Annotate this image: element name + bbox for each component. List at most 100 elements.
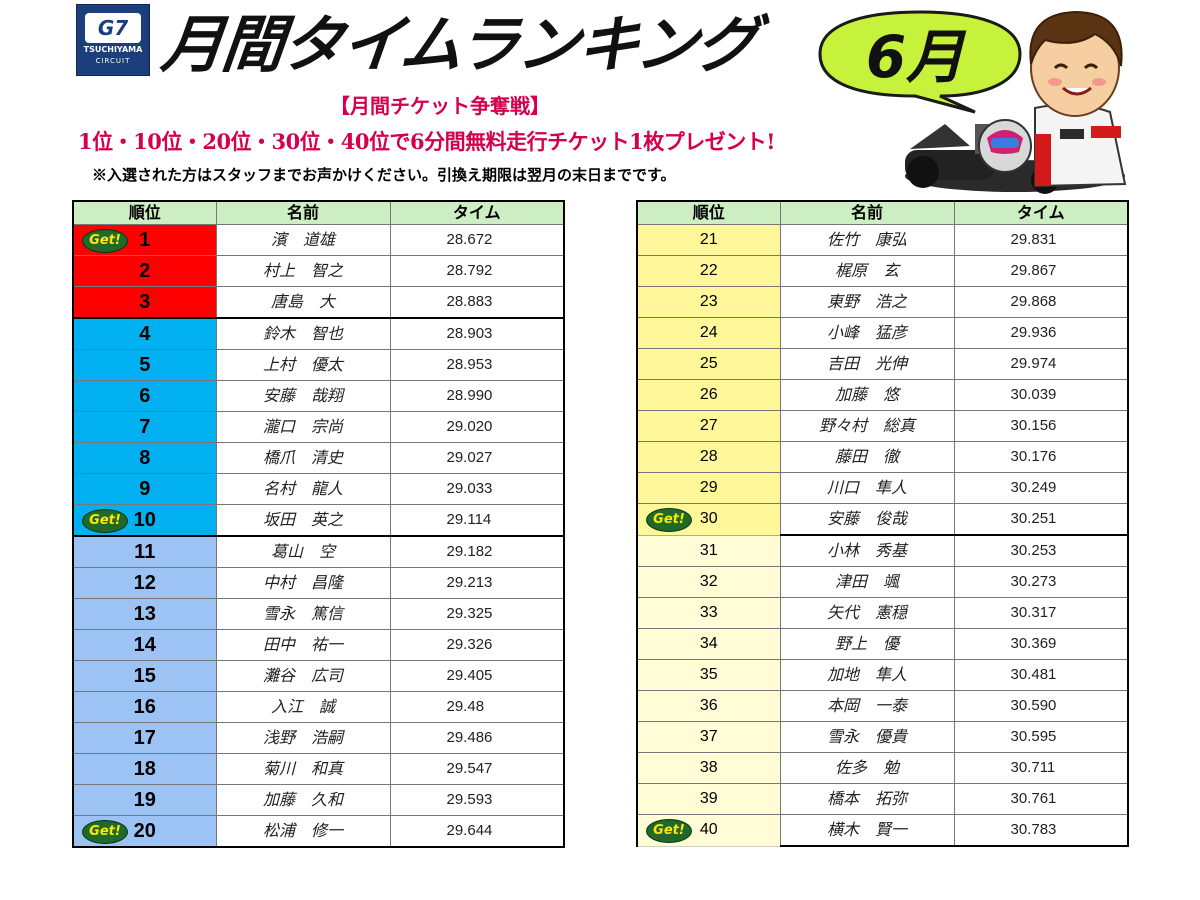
lap-time: 30.369 bbox=[953, 628, 1129, 660]
rank-number: 32 bbox=[699, 573, 718, 590]
rank-cell: Get! 1 bbox=[72, 224, 217, 256]
driver-name: 入江 誠 bbox=[215, 691, 391, 723]
driver-name: 梶原 玄 bbox=[779, 255, 955, 287]
rank-number: 30 bbox=[699, 510, 718, 528]
table-row: 38 佐多 勉 30.711 bbox=[636, 752, 1129, 784]
rank-cell: 32 bbox=[636, 566, 781, 598]
rank-number: 27 bbox=[699, 417, 718, 434]
rank-number: 36 bbox=[699, 697, 718, 714]
ranking-table-right: 順位 名前 タイム 21 佐竹 康弘 29.831 22 梶原 玄 29.867 23 東野 … bbox=[636, 200, 1129, 847]
lap-time: 29.48 bbox=[389, 691, 565, 723]
table-row: Get! 40 横木 賢一 30.783 bbox=[636, 814, 1129, 847]
rank-number: 23 bbox=[699, 293, 718, 310]
table-row: 8 橋爪 清史 29.027 bbox=[72, 442, 565, 474]
rank-cell: 22 bbox=[636, 255, 781, 287]
driver-name: 野々村 総真 bbox=[779, 410, 955, 442]
table-row: 39 橋本 拓弥 30.761 bbox=[636, 783, 1129, 815]
table-header-row: 順位 名前 タイム bbox=[636, 200, 1129, 225]
lap-time: 30.481 bbox=[953, 659, 1129, 691]
rank-number: 6 bbox=[139, 385, 151, 407]
table-row: 35 加地 隼人 30.481 bbox=[636, 659, 1129, 691]
get-badge-icon: Get! bbox=[82, 229, 128, 253]
table-row: 37 雪永 優貴 30.595 bbox=[636, 721, 1129, 753]
table-row: 22 梶原 玄 29.867 bbox=[636, 255, 1129, 287]
driver-name: 加藤 久和 bbox=[215, 784, 391, 816]
table-row: 12 中村 昌隆 29.213 bbox=[72, 567, 565, 599]
rank-cell: 27 bbox=[636, 410, 781, 442]
get-badge-icon: Get! bbox=[646, 508, 692, 532]
rank-cell: Get! 30 bbox=[636, 503, 781, 536]
lap-time: 29.326 bbox=[389, 629, 565, 661]
lap-time: 29.182 bbox=[389, 535, 565, 568]
table-row: 25 吉田 光伸 29.974 bbox=[636, 348, 1129, 380]
driver-name: 中村 昌隆 bbox=[215, 567, 391, 599]
rank-cell: 12 bbox=[72, 567, 217, 599]
rank-number: 37 bbox=[699, 728, 718, 745]
rank-cell: 25 bbox=[636, 348, 781, 380]
driver-name: 瀧口 宗尚 bbox=[215, 411, 391, 443]
lap-time: 30.317 bbox=[953, 597, 1129, 629]
rank-number: 13 bbox=[133, 603, 156, 625]
table-row: 6 安藤 哉翔 28.990 bbox=[72, 380, 565, 412]
rank-cell: 39 bbox=[636, 783, 781, 815]
lap-time: 29.831 bbox=[953, 224, 1129, 256]
lap-time: 30.251 bbox=[953, 503, 1129, 536]
driver-name: 藤田 徹 bbox=[779, 441, 955, 473]
get-badge-icon: Get! bbox=[82, 820, 128, 844]
rank-number: 20 bbox=[133, 820, 156, 842]
table-row: 28 藤田 徹 30.176 bbox=[636, 441, 1129, 473]
rank-cell: Get! 40 bbox=[636, 814, 781, 847]
table-row: 5 上村 優太 28.953 bbox=[72, 349, 565, 381]
driver-name: 鈴木 智也 bbox=[215, 317, 391, 350]
lap-time: 30.273 bbox=[953, 566, 1129, 598]
lap-time: 28.990 bbox=[389, 380, 565, 412]
lap-time: 28.672 bbox=[389, 224, 565, 256]
driver-name: 唐島 大 bbox=[215, 286, 391, 319]
lap-time: 28.883 bbox=[389, 286, 565, 319]
header-name: 名前 bbox=[215, 200, 391, 225]
rank-cell: 28 bbox=[636, 441, 781, 473]
table-row: 27 野々村 総真 30.156 bbox=[636, 410, 1129, 442]
rank-number: 8 bbox=[139, 447, 151, 469]
rank-cell: 5 bbox=[72, 349, 217, 381]
rank-number: 35 bbox=[699, 666, 718, 683]
rank-cell: 8 bbox=[72, 442, 217, 474]
rank-number: 18 bbox=[133, 758, 156, 780]
ranking-rows-right: 21 佐竹 康弘 29.831 22 梶原 玄 29.867 23 東野 浩之 29.868 24… bbox=[636, 224, 1129, 847]
rank-number: 5 bbox=[139, 354, 151, 376]
lap-time: 29.547 bbox=[389, 753, 565, 785]
rank-number: 22 bbox=[699, 262, 718, 279]
lap-time: 29.868 bbox=[953, 286, 1129, 318]
get-badge-icon: Get! bbox=[82, 509, 128, 533]
driver-name: 浅野 浩嗣 bbox=[215, 722, 391, 754]
table-row: Get! 1 濱 道雄 28.672 bbox=[72, 224, 565, 256]
driver-name: 濱 道雄 bbox=[215, 224, 391, 256]
campaign-title: 【月間チケット争奪戦】 bbox=[330, 94, 550, 118]
rank-number: 3 bbox=[139, 291, 151, 313]
rank-cell: 3 bbox=[72, 286, 217, 319]
rank-cell: 15 bbox=[72, 660, 217, 692]
rank-number: 33 bbox=[699, 604, 718, 621]
table-row: 23 東野 浩之 29.868 bbox=[636, 286, 1129, 318]
rank-number: 14 bbox=[133, 634, 156, 656]
table-row: 34 野上 優 30.369 bbox=[636, 628, 1129, 660]
driver-name: 安藤 俊哉 bbox=[779, 503, 955, 536]
header-time: タイム bbox=[389, 200, 565, 225]
logo-brand: G7 bbox=[97, 16, 129, 40]
driver-name: 小峰 猛彦 bbox=[779, 317, 955, 349]
lap-time: 28.792 bbox=[389, 255, 565, 287]
table-row: 31 小林 秀基 30.253 bbox=[636, 534, 1129, 567]
lap-time: 30.253 bbox=[953, 534, 1129, 567]
rank-cell: 38 bbox=[636, 752, 781, 784]
rank-cell: 34 bbox=[636, 628, 781, 660]
lap-time: 29.027 bbox=[389, 442, 565, 474]
table-row: 26 加藤 悠 30.039 bbox=[636, 379, 1129, 411]
driver-name: 野上 優 bbox=[779, 628, 955, 660]
rank-cell: 36 bbox=[636, 690, 781, 722]
table-row: 32 津田 颯 30.273 bbox=[636, 566, 1129, 598]
rank-cell: 26 bbox=[636, 379, 781, 411]
rank-cell: 2 bbox=[72, 255, 217, 287]
table-row: 33 矢代 憲穏 30.317 bbox=[636, 597, 1129, 629]
rank-cell: 29 bbox=[636, 472, 781, 504]
lap-time: 30.595 bbox=[953, 721, 1129, 753]
